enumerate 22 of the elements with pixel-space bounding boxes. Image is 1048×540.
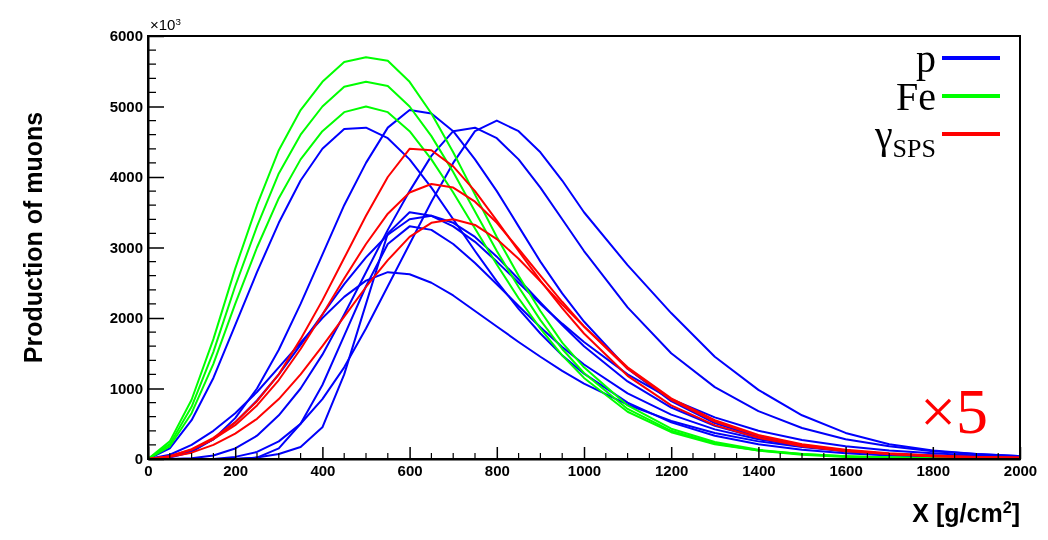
y-tick-label: 0 — [134, 450, 143, 468]
x-tick-label: 400 — [310, 461, 336, 479]
annotation: ×5 — [919, 376, 988, 447]
y-axis-title: Production of muons — [19, 111, 47, 364]
x-tick-label: 1800 — [916, 461, 950, 479]
x-tick-label: 1200 — [655, 461, 689, 479]
text: ×10$^{3}$ — [150, 15, 181, 33]
legend-label: γ$_{SPS}$ — [873, 111, 936, 163]
y-tick-label: 4000 — [109, 168, 143, 186]
x-tick-label: 800 — [484, 461, 510, 479]
x-tick-label: 2000 — [1003, 461, 1038, 479]
y-tick-label: 1000 — [109, 379, 143, 397]
x-axis-title: X [g/cm$^{2}$] — [912, 498, 1020, 527]
x-tick-label: 600 — [397, 461, 423, 479]
x-tick-label: 200 — [223, 461, 249, 479]
x-tick-label: 1600 — [829, 461, 863, 479]
x-tick-label: 1400 — [742, 461, 776, 479]
y-tick-label: 2000 — [109, 309, 143, 327]
x-tick-label: 1000 — [567, 461, 602, 479]
y-tick-label: 3000 — [109, 238, 143, 256]
y-tick-label: 6000 — [109, 27, 143, 45]
y-tick-label: 5000 — [109, 97, 143, 115]
